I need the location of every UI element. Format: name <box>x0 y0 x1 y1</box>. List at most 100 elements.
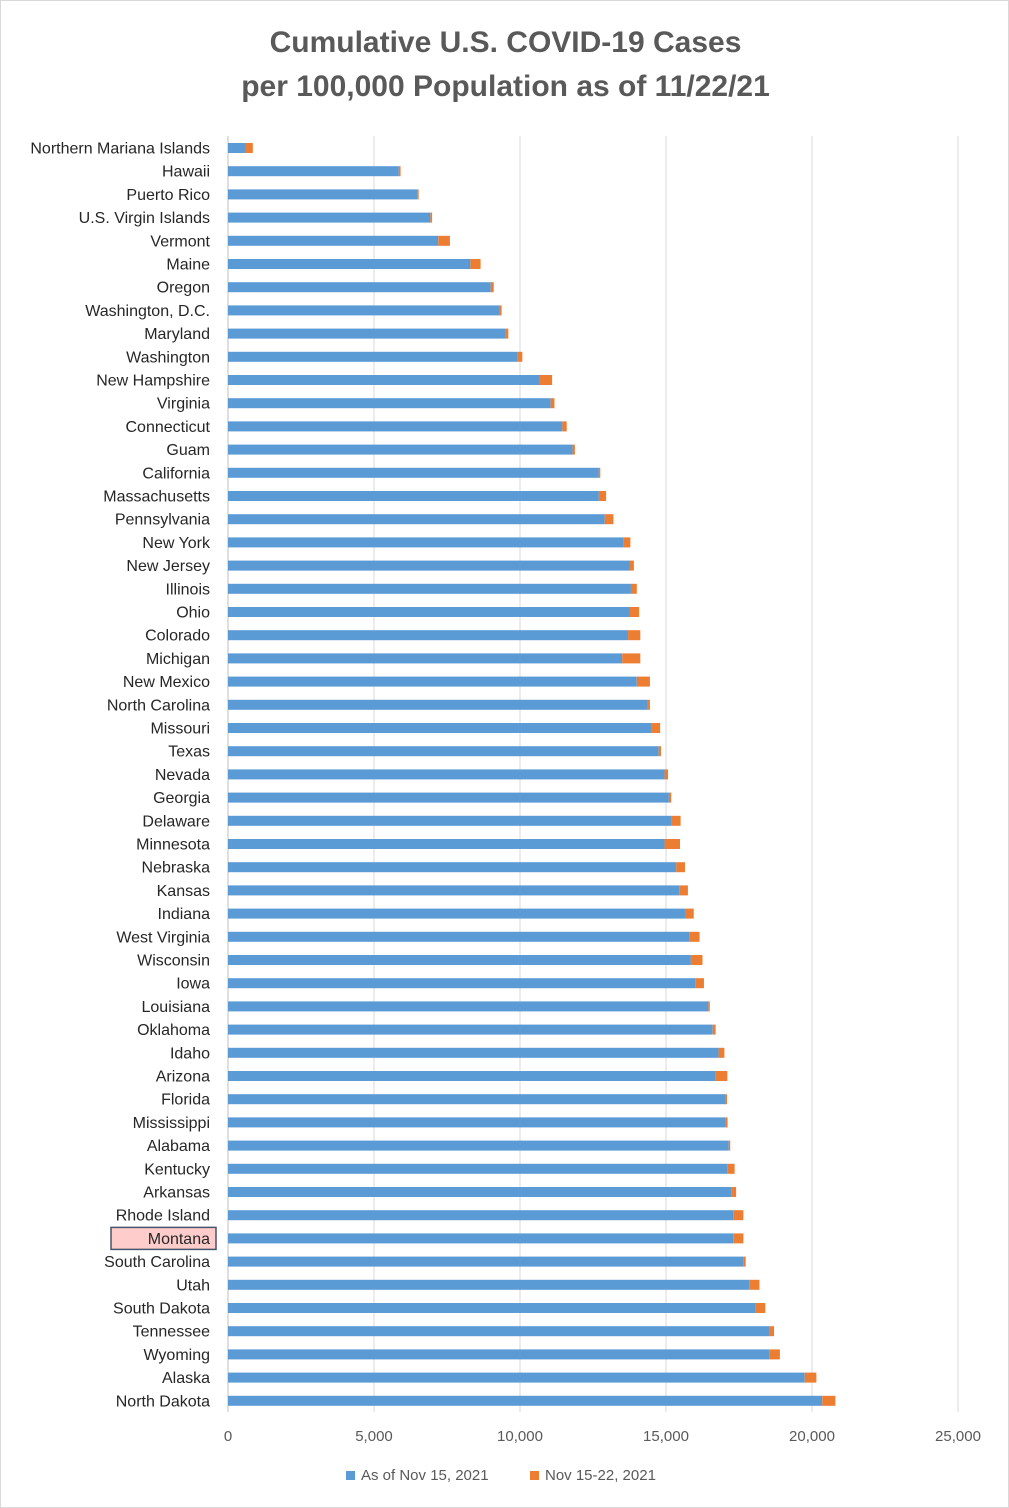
bar-nov-15-22 <box>604 514 614 525</box>
bar-as-of-nov-15 <box>228 885 680 896</box>
bar-nov-15-22 <box>708 1001 710 1012</box>
category-label: Arizona <box>156 1069 210 1086</box>
category-label: Georgia <box>153 790 210 807</box>
bar-nov-15-22 <box>623 537 631 548</box>
category-label: Florida <box>161 1092 210 1109</box>
bar-as-of-nov-15 <box>228 723 652 733</box>
bar-as-of-nov-15 <box>228 583 631 594</box>
bar-as-of-nov-15 <box>228 421 563 432</box>
bar-nov-15-22 <box>804 1372 817 1383</box>
category-label: Tennessee <box>133 1324 210 1341</box>
bar-nov-15-22 <box>630 583 637 594</box>
bar-as-of-nov-15 <box>228 978 696 989</box>
bar-nov-15-22 <box>499 305 502 316</box>
bar-nov-15-22 <box>676 862 685 873</box>
highlight-box <box>110 1226 217 1251</box>
category-label: Arkansas <box>143 1185 210 1202</box>
bar-nov-15-22 <box>679 885 688 896</box>
bar-as-of-nov-15 <box>228 792 669 803</box>
category-label: Pennsylvania <box>115 512 210 529</box>
bar-as-of-nov-15 <box>228 839 665 849</box>
x-tick-label: 20,000 <box>789 1428 835 1445</box>
category-label: Guam <box>166 442 210 459</box>
bar-nov-15-22 <box>658 746 662 757</box>
bar-nov-15-22 <box>733 1233 744 1244</box>
category-label: Colorado <box>145 628 210 645</box>
bar-nov-15-22 <box>398 166 401 177</box>
bar-as-of-nov-15 <box>228 862 677 873</box>
category-label: Nebraska <box>142 860 211 877</box>
category-label: Maine <box>166 257 210 274</box>
category-label: Minnesota <box>136 837 210 854</box>
category-label: Connecticut <box>126 419 211 436</box>
bar-nov-15-22 <box>718 1047 725 1058</box>
category-label: Washington <box>126 349 210 366</box>
category-label: Texas <box>168 744 210 761</box>
bar-as-of-nov-15 <box>228 1395 823 1406</box>
category-label: Kentucky <box>144 1161 210 1178</box>
bar-nov-15-22 <box>629 560 634 571</box>
bar-nov-15-22 <box>562 421 567 432</box>
bar-as-of-nov-15 <box>228 746 659 757</box>
category-label: South Dakota <box>113 1301 210 1318</box>
category-label: Alabama <box>147 1138 210 1155</box>
bar-as-of-nov-15 <box>228 1094 726 1105</box>
x-tick-label: 5,000 <box>355 1428 393 1445</box>
legend-swatch-nov-15-22 <box>530 1471 539 1480</box>
bar-nov-15-22 <box>636 676 650 687</box>
bar-as-of-nov-15 <box>228 1326 770 1337</box>
bar-nov-15-22 <box>728 1140 731 1151</box>
bar-as-of-nov-15 <box>228 375 539 385</box>
category-label: Maryland <box>144 326 210 343</box>
bar-nov-15-22 <box>749 1279 760 1290</box>
bar-as-of-nov-15 <box>228 212 431 223</box>
x-tick-label: 10,000 <box>497 1428 543 1445</box>
bar-as-of-nov-15 <box>228 1303 756 1313</box>
bar-nov-15-22 <box>689 931 700 942</box>
bar-nov-15-22 <box>731 1187 737 1197</box>
bar-as-of-nov-15 <box>228 769 665 780</box>
category-label: Hawaii <box>162 164 210 181</box>
bar-as-of-nov-15 <box>228 1210 734 1221</box>
category-label: U.S. Virgin Islands <box>79 210 210 227</box>
category-label: Washington, D.C. <box>85 303 210 320</box>
bar-as-of-nov-15 <box>228 1001 709 1012</box>
category-label: South Carolina <box>104 1254 210 1271</box>
category-label: Wyoming <box>143 1347 210 1364</box>
category-label: New Hampshire <box>96 373 210 390</box>
bar-nov-15-22 <box>598 491 607 501</box>
bar-as-of-nov-15 <box>228 676 637 687</box>
bar-nov-15-22 <box>755 1303 766 1313</box>
bar-as-of-nov-15 <box>228 699 648 710</box>
bar-as-of-nov-15 <box>228 235 439 246</box>
bar-as-of-nov-15 <box>228 1117 726 1128</box>
bar-nov-15-22 <box>664 769 669 780</box>
bar-nov-15-22 <box>684 908 694 919</box>
bar-as-of-nov-15 <box>228 908 685 919</box>
chart-subtitle: per 100,000 Population as of 11/22/21 <box>241 70 770 103</box>
bar-nov-15-22 <box>517 351 523 362</box>
category-label: Ohio <box>176 605 210 622</box>
bar-nov-15-22 <box>628 630 641 641</box>
bar-nov-15-22 <box>715 1071 728 1081</box>
bar-as-of-nov-15 <box>228 305 500 316</box>
category-label: Oregon <box>157 280 210 297</box>
category-label: Illinois <box>166 581 210 598</box>
bar-nov-15-22 <box>629 607 640 617</box>
bar-nov-15-22 <box>505 328 509 339</box>
category-label: Utah <box>176 1277 210 1294</box>
bar-as-of-nov-15 <box>228 1163 728 1174</box>
category-label: Indiana <box>158 906 211 923</box>
category-label: Kansas <box>157 883 210 900</box>
bar-nov-15-22 <box>668 792 672 803</box>
bar-nov-15-22 <box>769 1326 775 1337</box>
bar-as-of-nov-15 <box>228 955 691 965</box>
chart-title: Cumulative U.S. COVID-19 Cases <box>269 26 742 59</box>
bar-as-of-nov-15 <box>228 630 629 641</box>
bar-nov-15-22 <box>651 723 661 733</box>
bar-nov-15-22 <box>725 1117 728 1128</box>
category-label: North Dakota <box>116 1393 210 1410</box>
bar-nov-15-22 <box>690 955 703 965</box>
category-label: New York <box>142 535 211 552</box>
